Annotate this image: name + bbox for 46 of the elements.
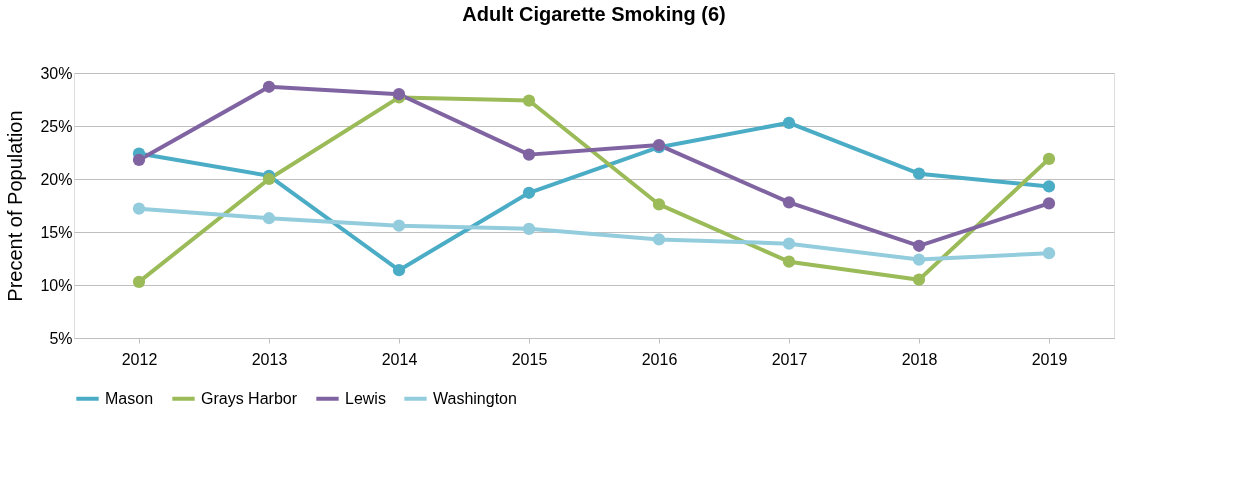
y-tick-label: 5% xyxy=(49,329,73,347)
y-tick-label: 30% xyxy=(40,64,73,82)
legend-label: Grays Harbor xyxy=(201,389,298,407)
point xyxy=(912,239,926,252)
point xyxy=(912,167,926,180)
y-tick-label: 10% xyxy=(40,276,73,294)
y-tick-label: 15% xyxy=(40,223,73,241)
y-tick-label: 25% xyxy=(40,117,73,135)
point xyxy=(522,222,536,235)
point xyxy=(782,196,796,209)
y-tick-label: 20% xyxy=(40,170,73,188)
point xyxy=(132,202,146,215)
point xyxy=(782,255,796,268)
legend-label: Washington xyxy=(433,389,517,407)
point xyxy=(522,94,536,107)
x-tick-label: 2016 xyxy=(641,350,678,368)
point xyxy=(652,233,666,246)
legend-label: Mason xyxy=(105,389,154,407)
point xyxy=(522,148,536,161)
x-tick-label: 2014 xyxy=(381,350,418,368)
point xyxy=(1042,180,1056,193)
point xyxy=(392,219,406,232)
x-tick-label: 2017 xyxy=(771,350,808,368)
x-tick-label: 2012 xyxy=(121,350,158,368)
chart-title: Adult Cigarette Smoking (6) xyxy=(462,3,726,25)
legend-label: Lewis xyxy=(345,389,386,407)
x-tick-label: 2019 xyxy=(1031,350,1068,368)
point xyxy=(132,153,146,167)
point xyxy=(262,212,276,225)
x-tick-label: 2013 xyxy=(251,350,288,368)
x-tick-label: 2018 xyxy=(901,350,938,368)
point xyxy=(1042,247,1056,260)
point xyxy=(782,116,796,129)
point xyxy=(262,80,276,93)
point xyxy=(912,273,926,286)
point xyxy=(522,186,536,199)
point xyxy=(652,198,666,211)
point xyxy=(132,275,146,288)
point xyxy=(392,264,406,277)
point xyxy=(262,172,276,186)
point xyxy=(1042,152,1056,165)
point xyxy=(1042,197,1056,210)
point xyxy=(782,237,796,250)
x-tick-label: 2015 xyxy=(511,350,548,368)
point xyxy=(912,253,926,266)
y-axis-title: Precent of Population xyxy=(4,110,27,302)
